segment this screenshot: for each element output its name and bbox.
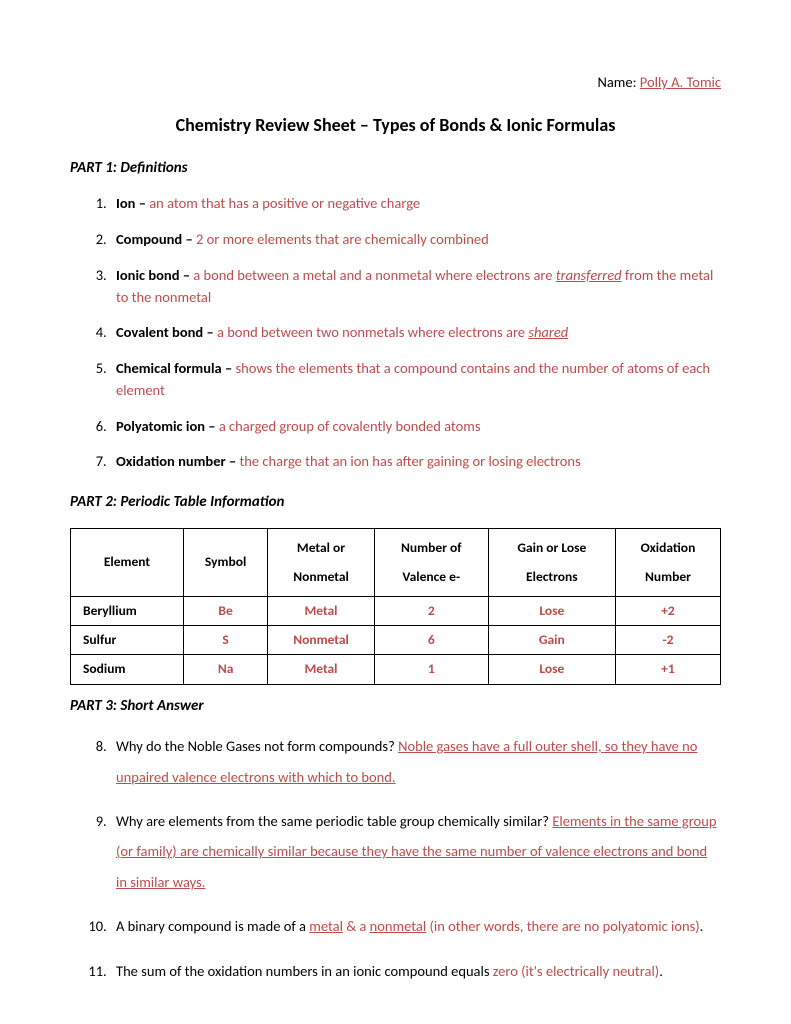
definition-item: Chemical formula – shows the elements th… (110, 358, 721, 402)
definition-keyword: shared (528, 323, 568, 341)
question-end: . (700, 917, 704, 935)
col-metal: Metal orNonmetal (268, 528, 374, 596)
question-text: The sum of the oxidation numbers in an i… (116, 962, 493, 980)
col-valence: Number ofValence e- (374, 528, 488, 596)
term: Polyatomic ion – (116, 417, 219, 435)
cell-symbol: Be (183, 596, 267, 625)
cell-oxnum: -2 (615, 626, 720, 655)
cell-oxnum: +2 (615, 596, 720, 625)
question-text: Why do the Noble Gases not form compound… (116, 737, 398, 755)
short-answer-list: Why do the Noble Gases not form compound… (70, 731, 721, 986)
answer-keyword: metal (309, 917, 343, 935)
table-row: Sodium Na Metal 1 Lose +1 (71, 655, 721, 684)
cell-valence: 2 (374, 596, 488, 625)
question-text: & a (343, 917, 370, 935)
term: Compound – (116, 230, 196, 248)
definition-keyword: transferred (556, 266, 622, 284)
cell-valence: 1 (374, 655, 488, 684)
definition-item: Polyatomic ion – a charged group of cova… (110, 416, 721, 438)
term: Ion – (116, 194, 149, 212)
definition-item: Covalent bond – a bond between two nonme… (110, 322, 721, 344)
question-end: . (659, 962, 663, 980)
cell-element: Sodium (71, 655, 184, 684)
col-oxidation: OxidationNumber (615, 528, 720, 596)
col-gainlose: Gain or LoseElectrons (488, 528, 615, 596)
answer-text: (in other words, there are no polyatomic… (426, 917, 699, 935)
definition-answer: 2 or more elements that are chemically c… (196, 230, 489, 248)
name-label: Name: (598, 73, 640, 91)
cell-element: Sulfur (71, 626, 184, 655)
short-answer-item: Why do the Noble Gases not form compound… (110, 731, 721, 792)
cell-metal: Metal (268, 655, 374, 684)
term: Covalent bond – (116, 323, 217, 341)
cell-valence: 6 (374, 626, 488, 655)
definition-answer-pre: a bond between a metal and a nonmetal wh… (193, 266, 556, 284)
definition-item: Compound – 2 or more elements that are c… (110, 229, 721, 251)
question-text: A binary compound is made of a (116, 917, 309, 935)
cell-gainlose: Gain (488, 626, 615, 655)
worksheet-page: Name: Polly A. Tomic Chemistry Review Sh… (0, 0, 791, 1024)
table-row: Beryllium Be Metal 2 Lose +2 (71, 596, 721, 625)
answer-text: zero (it's electrically neutral) (493, 962, 659, 980)
short-answer-item: The sum of the oxidation numbers in an i… (110, 956, 721, 986)
cell-gainlose: Lose (488, 655, 615, 684)
short-answer-item: Why are elements from the same periodic … (110, 806, 721, 897)
definition-answer: a charged group of covalently bonded ato… (219, 417, 481, 435)
student-name: Polly A. Tomic (640, 73, 721, 91)
cell-metal: Nonmetal (268, 626, 374, 655)
table-header-row: Element Symbol Metal orNonmetal Number o… (71, 528, 721, 596)
cell-metal: Metal (268, 596, 374, 625)
part1-heading: PART 1: Definitions (70, 157, 721, 180)
table-row: Sulfur S Nonmetal 6 Gain -2 (71, 626, 721, 655)
col-element: Element (71, 528, 184, 596)
definition-answer-pre: a bond between two nonmetals where elect… (217, 323, 528, 341)
cell-oxnum: +1 (615, 655, 720, 684)
definition-item: Oxidation number – the charge that an io… (110, 451, 721, 473)
col-symbol: Symbol (183, 528, 267, 596)
definition-item: Ion – an atom that has a positive or neg… (110, 193, 721, 215)
cell-symbol: S (183, 626, 267, 655)
answer-keyword: nonmetal (370, 917, 427, 935)
name-line: Name: Polly A. Tomic (70, 72, 721, 94)
periodic-table-info: Element Symbol Metal orNonmetal Number o… (70, 528, 721, 685)
short-answer-item: A binary compound is made of a metal & a… (110, 911, 721, 941)
part2-heading: PART 2: Periodic Table Information (70, 491, 721, 514)
term: Chemical formula – (116, 359, 235, 377)
cell-element: Beryllium (71, 596, 184, 625)
cell-symbol: Na (183, 655, 267, 684)
cell-gainlose: Lose (488, 596, 615, 625)
definitions-list: Ion – an atom that has a positive or neg… (70, 193, 721, 473)
term: Ionic bond – (116, 266, 193, 284)
definition-answer: an atom that has a positive or negative … (149, 194, 420, 212)
definition-item: Ionic bond – a bond between a metal and … (110, 265, 721, 309)
page-title: Chemistry Review Sheet – Types of Bonds … (70, 112, 721, 139)
part3-heading: PART 3: Short Answer (70, 695, 721, 718)
definition-answer: the charge that an ion has after gaining… (239, 452, 580, 470)
question-text: Why are elements from the same periodic … (116, 812, 552, 830)
term: Oxidation number – (116, 452, 239, 470)
